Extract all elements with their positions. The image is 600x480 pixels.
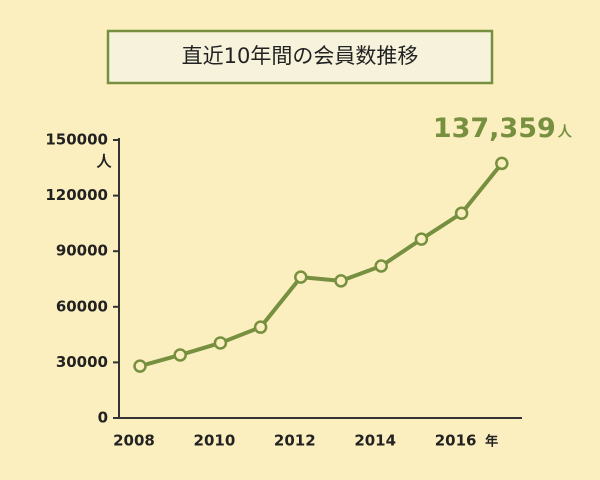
y-tick-label: 90000 bbox=[56, 242, 108, 260]
point bbox=[294, 270, 308, 284]
line bbox=[139, 162, 504, 369]
x-unit: 年 bbox=[485, 434, 498, 450]
value-label: 137,359 bbox=[433, 113, 556, 144]
title-box bbox=[106, 29, 494, 85]
x-tick-label: 2014 bbox=[354, 432, 396, 450]
point bbox=[454, 206, 469, 220]
point bbox=[334, 274, 348, 288]
point bbox=[414, 232, 429, 246]
x-tick-label: 2012 bbox=[274, 432, 316, 450]
y-tick-label: 150000 bbox=[45, 131, 108, 149]
chart-title: 直近10年間の会員数推移 bbox=[182, 44, 419, 68]
y-tick-label: 0 bbox=[98, 409, 108, 427]
point bbox=[213, 336, 228, 350]
point bbox=[495, 156, 509, 171]
value-label-unit: 人 bbox=[558, 123, 573, 140]
y-tick-label: 60000 bbox=[56, 297, 108, 315]
x-tick-label: 2016 bbox=[435, 432, 477, 450]
point bbox=[253, 320, 268, 334]
point bbox=[374, 259, 388, 273]
y-tick-label: 120000 bbox=[45, 186, 108, 204]
x-tick-label: 2010 bbox=[194, 432, 236, 450]
y-tick-label: 30000 bbox=[56, 353, 108, 371]
x-tick-label: 2008 bbox=[113, 432, 155, 450]
point bbox=[133, 359, 147, 373]
y-unit: 人 bbox=[96, 153, 112, 171]
point bbox=[173, 348, 187, 362]
